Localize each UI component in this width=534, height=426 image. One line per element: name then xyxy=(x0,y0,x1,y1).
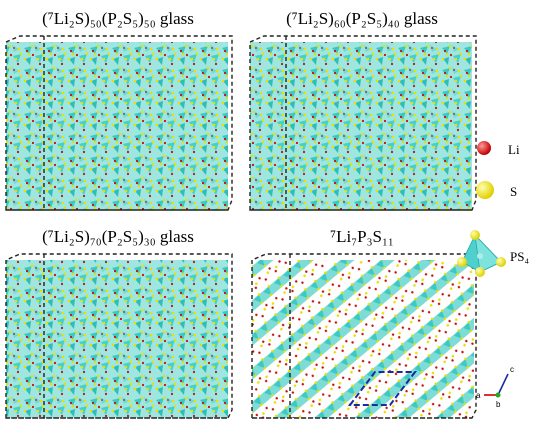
panel-title: (⁷Li₂S)₆₀(P₂S₅)₄₀ glass xyxy=(286,9,438,28)
axis-label: a xyxy=(476,391,481,400)
panel-title: ⁷Li₇P₃S₁₁ xyxy=(330,227,394,246)
structure xyxy=(252,260,474,418)
panel-title: (⁷Li₂S)₅₀(P₂S₅)₅₀ glass xyxy=(42,9,194,28)
structure xyxy=(6,42,228,210)
s-atom xyxy=(476,181,494,199)
axis-label: c xyxy=(510,365,514,374)
panel-title: (⁷Li₂S)₇₀(P₂S₅)₃₀ glass xyxy=(42,227,194,246)
structure xyxy=(250,42,472,210)
structure-panel xyxy=(250,36,476,210)
structure-panel xyxy=(6,36,232,210)
structure xyxy=(6,260,228,418)
axis-label: b xyxy=(496,400,501,409)
structure-panel xyxy=(252,254,476,418)
axis-triad: c a b xyxy=(476,365,514,409)
legend-label: Li xyxy=(508,142,520,157)
legend-label: S xyxy=(510,184,517,199)
figure: (⁷Li₂S)₅₀(P₂S₅)₅₀ glass (⁷Li₂S)₆₀(P₂S₅)₄… xyxy=(0,0,534,426)
li-atom xyxy=(477,141,491,155)
structure-panel xyxy=(6,254,232,418)
legend-label: PS₄ xyxy=(510,249,529,264)
